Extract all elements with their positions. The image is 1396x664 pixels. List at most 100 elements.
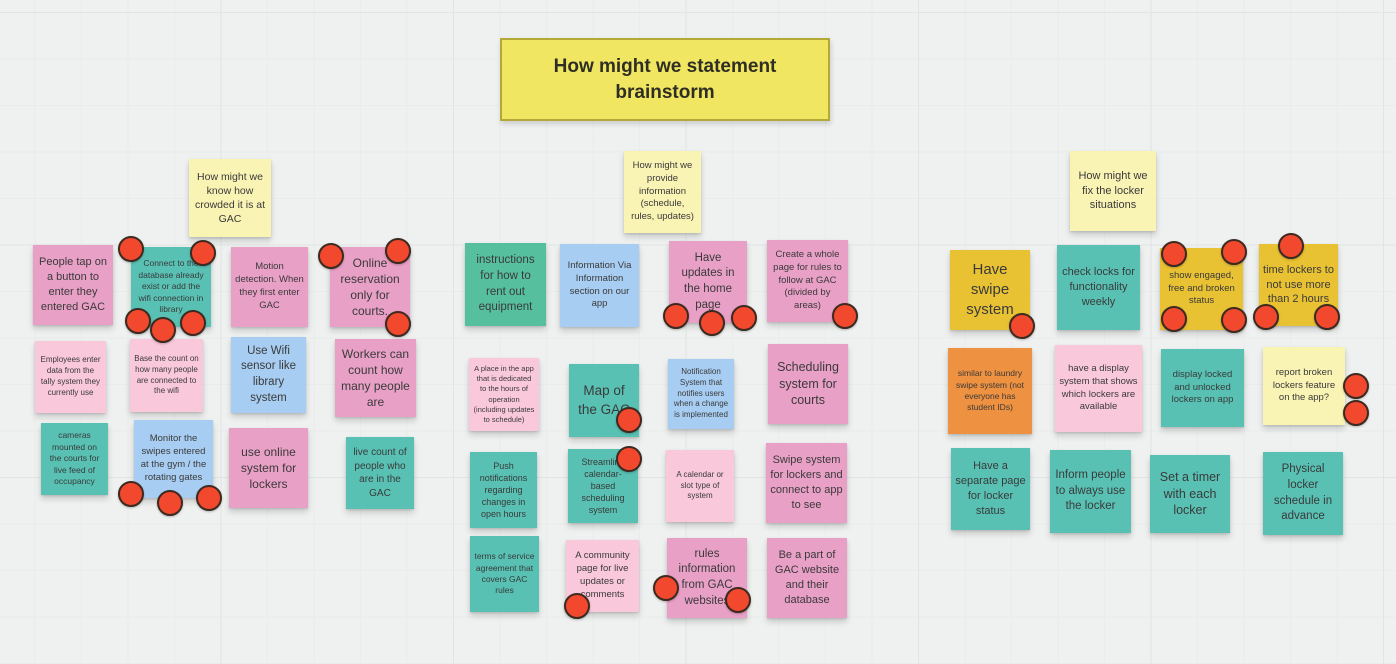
- sticky-note-workers-count[interactable]: Workers can count how many people are: [335, 339, 416, 417]
- vote-dot[interactable]: [1278, 233, 1304, 259]
- sticky-note-text: Employees enter data from the tally syst…: [40, 355, 101, 397]
- vote-dot[interactable]: [385, 238, 411, 264]
- sticky-note-monitor-swipes[interactable]: Monitor the swipes entered at the gym / …: [134, 420, 213, 498]
- vote-dot[interactable]: [1161, 306, 1187, 332]
- vote-dot[interactable]: [1221, 307, 1247, 333]
- sticky-note-text: have a display system that shows which l…: [1059, 362, 1138, 413]
- sticky-note-separate-page[interactable]: Have a separate page for locker status: [951, 448, 1030, 530]
- sticky-note-text: A place in the app that is dedicated to …: [473, 364, 535, 424]
- sticky-note-live-count[interactable]: live count of people who are in the GAC: [346, 437, 414, 509]
- sticky-note-text: Information Via Information section on o…: [567, 259, 632, 310]
- sticky-note-text: Connect to the database already exist or…: [138, 258, 204, 315]
- vote-dot[interactable]: [616, 446, 642, 472]
- sticky-note-scheduling-courts[interactable]: Scheduling system for courts: [768, 344, 848, 424]
- vote-dot[interactable]: [118, 481, 144, 507]
- sticky-note-text: A community page for live updates or com…: [575, 550, 630, 600]
- vote-dot[interactable]: [385, 311, 411, 337]
- sticky-note-text: Use Wifi sensor like library system: [241, 344, 296, 404]
- sticky-note-laundry-swipe[interactable]: similar to laundry swipe system (not eve…: [948, 348, 1032, 434]
- vote-dot[interactable]: [125, 308, 151, 334]
- sticky-note-inform-people[interactable]: Inform people to always use the locker: [1050, 450, 1131, 533]
- sticky-note-text: Base the count on how many people are co…: [134, 353, 199, 396]
- sticky-note-swipe-lockers-app[interactable]: Swipe system for lockers and connect to …: [766, 443, 847, 523]
- sticky-note-text: live count of people who are in the GAC: [353, 447, 407, 499]
- sticky-note-text: Push notifications regarding changes in …: [479, 460, 528, 520]
- sticky-note-text: Workers can count how many people are: [341, 346, 410, 410]
- sticky-note-text: Monitor the swipes entered at the gym / …: [140, 433, 207, 483]
- sticky-note-fix-lockers-header[interactable]: How might we fix the locker situations: [1070, 151, 1156, 231]
- sticky-note-text: A calendar or slot type of system: [676, 469, 724, 501]
- vote-dot[interactable]: [1314, 304, 1340, 330]
- sticky-note-wifi-sensor[interactable]: Use Wifi sensor like library system: [231, 337, 306, 413]
- sticky-note-text: Create a whole page for rules to follow …: [773, 248, 842, 312]
- sticky-note-provide-info-header[interactable]: How might we provide information (schedu…: [624, 151, 701, 233]
- sticky-note-text: Swipe system for lockers and connect to …: [770, 454, 843, 511]
- vote-dot[interactable]: [725, 587, 751, 613]
- vote-dot[interactable]: [190, 240, 216, 266]
- vote-dot[interactable]: [118, 236, 144, 262]
- board-title-text: How might we statement brainstorm: [553, 55, 777, 103]
- sticky-note-report-broken[interactable]: report broken lockers feature on the app…: [1263, 347, 1345, 425]
- sticky-note-employees-tally[interactable]: Employees enter data from the tally syst…: [35, 341, 106, 413]
- sticky-note-display-system[interactable]: have a display system that shows which l…: [1055, 345, 1142, 432]
- sticky-note-online-reservation[interactable]: Online reservation only for courts.: [330, 247, 410, 327]
- sticky-note-check-locks[interactable]: check locks for functionality weekly: [1057, 245, 1140, 330]
- sticky-note-text: Have a separate page for locker status: [955, 460, 1026, 517]
- sticky-note-text: show engaged, free and broken status: [1168, 269, 1235, 307]
- vote-dot[interactable]: [699, 310, 725, 336]
- sticky-note-gac-database[interactable]: Be a part of GAC website and their datab…: [767, 538, 847, 618]
- sticky-note-online-lockers[interactable]: use online system for lockers: [229, 428, 308, 508]
- board-title-note[interactable]: How might we statement brainstorm: [500, 38, 830, 121]
- sticky-note-info-section[interactable]: Information Via Information section on o…: [560, 244, 639, 327]
- sticky-note-text: terms of service agreement that covers G…: [474, 551, 535, 596]
- sticky-note-have-swipe[interactable]: Have swipe system: [950, 250, 1030, 330]
- vote-dot[interactable]: [1343, 400, 1369, 426]
- vote-dot[interactable]: [832, 303, 858, 329]
- sticky-note-text: time lockers to not use more than 2 hour…: [1263, 263, 1334, 306]
- sticky-note-display-locked[interactable]: display locked and unlocked lockers on a…: [1161, 349, 1244, 427]
- sticky-note-text: similar to laundry swipe system (not eve…: [955, 368, 1025, 413]
- vote-dot[interactable]: [653, 575, 679, 601]
- sticky-note-rent-instructions[interactable]: instructions for how to rent out equipme…: [465, 243, 546, 326]
- vote-dot[interactable]: [1343, 373, 1369, 399]
- sticky-note-terms-service[interactable]: terms of service agreement that covers G…: [470, 536, 539, 612]
- sticky-note-motion-detection[interactable]: Motion detection. When they first enter …: [231, 247, 308, 327]
- sticky-note-streamline-calendar[interactable]: Streamline calendar-based scheduling sys…: [568, 449, 638, 523]
- sticky-note-people-tap[interactable]: People tap on a button to enter they ent…: [33, 245, 113, 325]
- sticky-note-text: report broken lockers feature on the app…: [1272, 366, 1336, 404]
- vote-dot[interactable]: [1161, 241, 1187, 267]
- sticky-note-cameras-courts[interactable]: cameras mounted on the courts for live f…: [41, 423, 108, 495]
- sticky-note-push-notifications[interactable]: Push notifications regarding changes in …: [470, 452, 537, 528]
- vote-dot[interactable]: [318, 243, 344, 269]
- vote-dot[interactable]: [731, 305, 757, 331]
- vote-dot[interactable]: [150, 317, 176, 343]
- vote-dot[interactable]: [157, 490, 183, 516]
- sticky-note-text: Have swipe system: [966, 260, 1014, 319]
- sticky-note-text: Have updates in the home page: [681, 251, 735, 311]
- sticky-note-physical-schedule[interactable]: Physical locker schedule in advance: [1263, 452, 1343, 535]
- sticky-note-set-timer[interactable]: Set a timer with each locker: [1150, 455, 1230, 533]
- vote-dot[interactable]: [564, 593, 590, 619]
- vote-dot[interactable]: [663, 303, 689, 329]
- sticky-note-text: cameras mounted on the courts for live f…: [49, 430, 100, 487]
- vote-dot[interactable]: [196, 485, 222, 511]
- sticky-note-text: How might we provide information (schedu…: [631, 159, 694, 223]
- sticky-note-text: People tap on a button to enter they ent…: [39, 256, 107, 313]
- vote-dot[interactable]: [1221, 239, 1247, 265]
- vote-dot[interactable]: [180, 310, 206, 336]
- sticky-note-text: use online system for lockers: [240, 444, 297, 492]
- sticky-note-text: Motion detection. When they first enter …: [235, 261, 304, 311]
- vote-dot[interactable]: [1253, 304, 1279, 330]
- sticky-note-hours-place[interactable]: A place in the app that is dedicated to …: [469, 358, 539, 431]
- sticky-note-count-wifi[interactable]: Base the count on how many people are co…: [130, 339, 203, 412]
- sticky-note-text: Online reservation only for courts.: [340, 255, 400, 319]
- vote-dot[interactable]: [1009, 313, 1035, 339]
- sticky-note-how-crowded-header[interactable]: How might we know how crowded it is at G…: [189, 159, 271, 237]
- sticky-note-text: Be a part of GAC website and their datab…: [774, 549, 840, 606]
- vote-dot[interactable]: [616, 407, 642, 433]
- sticky-note-text: Notification System that notifies users …: [673, 367, 729, 420]
- sticky-note-text: check locks for functionality weekly: [1062, 266, 1135, 308]
- sticky-note-calendar-slot[interactable]: A calendar or slot type of system: [666, 450, 734, 522]
- sticky-note-notification-system[interactable]: Notification System that notifies users …: [668, 359, 734, 429]
